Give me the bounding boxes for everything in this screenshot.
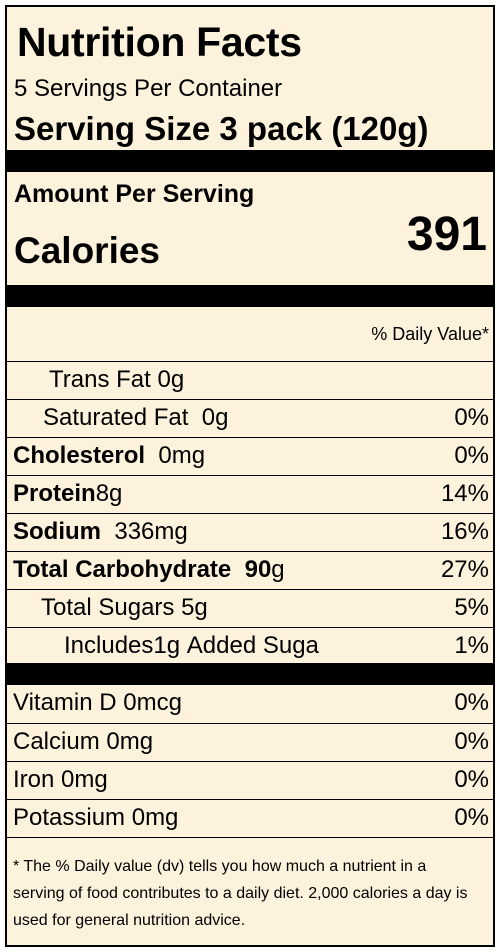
- nutrient-name: Calcium 0mg: [13, 728, 154, 755]
- servings-per-container: 5 Servings Per Container: [14, 75, 283, 102]
- thick-divider: [7, 285, 493, 307]
- nutrient-name: Saturated Fat 0g: [43, 404, 229, 431]
- nutrient-name: Cholesterol 0mg: [13, 442, 206, 469]
- nutrient-name: Iron 0mg: [13, 766, 108, 793]
- nutrient-name: Includes1g Added Suga: [64, 632, 319, 659]
- nutrient-name: Potassium 0mg: [13, 804, 179, 831]
- nutrient-name: Trans Fat 0g: [49, 366, 185, 393]
- vitamin-row-vitamin-d: Vitamin D 0mcg 0%: [7, 685, 493, 723]
- nutrient-row-sodium: Sodium 336mg 16%: [7, 513, 493, 552]
- footnote: * The % Daily value (dv) tells you how m…: [13, 858, 468, 929]
- nutrient-row-protein: Protein8g 14%: [7, 475, 493, 514]
- daily-value-percent: 0%: [454, 766, 489, 793]
- nutrient-row-added-sugars: Includes1g Added Suga 1%: [7, 627, 493, 664]
- daily-value-header: % Daily Value*: [371, 324, 489, 344]
- daily-value-percent: 0%: [454, 804, 489, 831]
- nutrient-name: Protein8g: [13, 480, 123, 507]
- nutrient-name: Vitamin D 0mcg: [13, 689, 182, 716]
- calories-label: Calories: [14, 230, 161, 271]
- nutrition-facts-label: Nutrition Facts 5 Servings Per Container…: [5, 5, 495, 947]
- daily-value-percent: 16%: [440, 518, 489, 545]
- daily-value-percent: 27%: [440, 556, 489, 583]
- nutrient-row-saturated-fat: Saturated Fat 0g 0%: [7, 399, 493, 438]
- nutrient-name: Total Carbohydrate 90g: [13, 556, 285, 583]
- nutrient-row-total-carbohydrate: Total Carbohydrate 90g 27%: [7, 551, 493, 590]
- nutrient-name: Total Sugars 5g: [41, 594, 208, 621]
- thick-divider: [7, 150, 493, 172]
- daily-value-percent: 0%: [454, 728, 489, 755]
- vitamin-row-potassium: Potassium 0mg 0%: [7, 799, 493, 838]
- daily-value-percent: 5%: [454, 594, 489, 621]
- nutrient-row-trans-fat: Trans Fat 0g: [7, 361, 493, 400]
- daily-value-percent: 0%: [454, 442, 489, 469]
- nutrient-name: Sodium 336mg: [13, 518, 188, 545]
- nutrient-row-total-sugars: Total Sugars 5g 5%: [7, 589, 493, 628]
- title: Nutrition Facts: [17, 19, 302, 65]
- daily-value-percent: 14%: [440, 480, 489, 507]
- amount-per-serving: Amount Per Serving: [14, 180, 255, 208]
- serving-size: Serving Size 3 pack (120g): [14, 110, 429, 147]
- nutrient-row-cholesterol: Cholesterol 0mg 0%: [7, 437, 493, 476]
- vitamin-row-iron: Iron 0mg 0%: [7, 761, 493, 800]
- vitamin-row-calcium: Calcium 0mg 0%: [7, 723, 493, 762]
- thick-divider: [7, 663, 493, 685]
- divider: [7, 837, 493, 838]
- daily-value-percent: 0%: [454, 689, 489, 716]
- daily-value-percent: 1%: [454, 632, 489, 659]
- daily-value-percent: 0%: [454, 404, 489, 431]
- calories-value: 391: [406, 208, 487, 261]
